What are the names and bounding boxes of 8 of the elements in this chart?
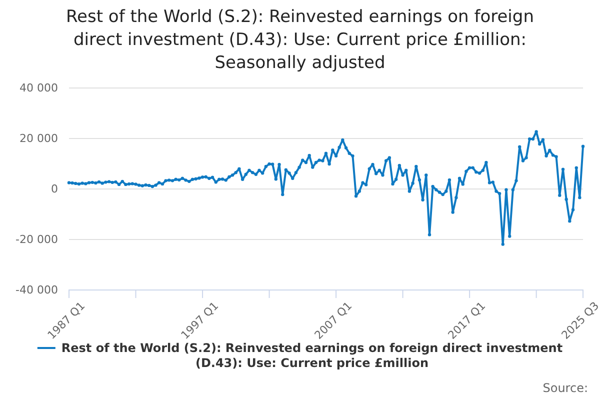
y-tick-label: 0 (51, 182, 58, 196)
chart-title: Rest of the World (S.2): Reinvested earnings on foreign direct investment (D.43): Use: Current price £million: Seasonally adjusted (66, 7, 534, 73)
legend-label: Rest of the World (S.2): Reinvested earnings on foreign direct investment (D.43): Use: Current price £million (61, 341, 563, 370)
y-tick-label: -40 000 (16, 284, 58, 297)
y-tick-label: -20 000 (16, 233, 58, 246)
y-tick-label: 40 000 (20, 82, 58, 95)
source-note: Source: (542, 381, 588, 395)
y-tick-label: 20 000 (20, 132, 58, 146)
